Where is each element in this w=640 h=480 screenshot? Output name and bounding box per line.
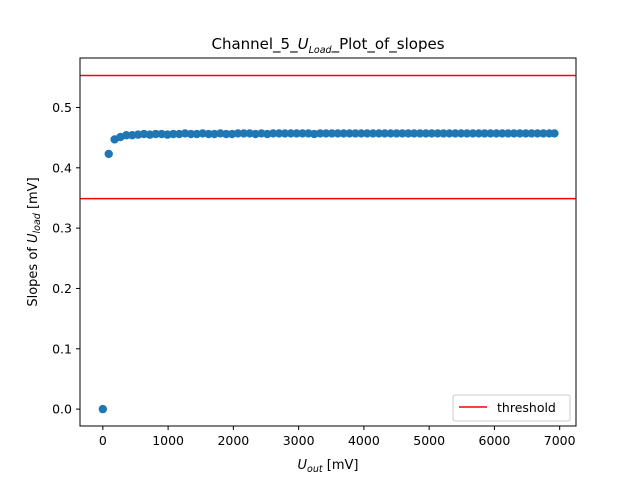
y-tick-label: 0.1 xyxy=(52,341,72,356)
data-point xyxy=(98,404,108,414)
data-point xyxy=(415,129,425,138)
data-point xyxy=(398,129,407,138)
data-point xyxy=(439,129,448,138)
data-point xyxy=(333,129,342,138)
x-tick-label: 0 xyxy=(99,433,107,448)
data-point xyxy=(315,129,325,138)
y-axis-label: Slopes of Uload [mV] xyxy=(26,177,43,306)
data-point xyxy=(386,129,395,138)
data-point xyxy=(527,129,536,138)
data-point xyxy=(380,129,389,138)
data-point xyxy=(239,129,249,138)
data-point xyxy=(486,129,495,138)
data-point xyxy=(480,129,489,138)
data-point xyxy=(186,129,196,139)
x-tick-label: 2000 xyxy=(217,433,249,448)
data-point xyxy=(221,129,231,139)
chart-title: Channel_5_ULoad_Plot_of_slopes xyxy=(211,35,444,56)
data-point xyxy=(362,129,372,138)
data-point xyxy=(368,129,378,138)
data-point xyxy=(503,129,513,138)
data-point xyxy=(292,129,301,138)
y-tick-label: 0.0 xyxy=(52,402,72,417)
x-tick-label: 3000 xyxy=(283,433,315,448)
data-point xyxy=(268,129,278,138)
data-point xyxy=(539,129,548,138)
data-point xyxy=(427,129,436,138)
axes-frame xyxy=(79,57,577,427)
data-point xyxy=(456,129,466,138)
data-point xyxy=(521,129,530,138)
data-point xyxy=(509,129,519,138)
data-point xyxy=(357,129,366,138)
x-tick-label: 5000 xyxy=(413,433,445,448)
data-point xyxy=(233,129,243,138)
data-point xyxy=(204,129,213,139)
data-point xyxy=(498,129,507,138)
data-point xyxy=(321,129,331,138)
data-point xyxy=(345,129,354,138)
legend-label-threshold: threshold xyxy=(497,400,556,415)
data-point xyxy=(339,129,348,138)
legend-box xyxy=(452,394,571,422)
x-axis-label: Uout [mV] xyxy=(298,458,359,475)
data-point xyxy=(392,129,401,138)
data-point xyxy=(409,129,419,138)
x-tick-label: 6000 xyxy=(479,433,511,448)
data-point xyxy=(351,129,360,138)
y-tick-label: 0.3 xyxy=(52,221,72,236)
data-point xyxy=(451,129,460,138)
data-point xyxy=(286,129,295,138)
data-point xyxy=(533,129,542,138)
y-tick-label: 0.2 xyxy=(52,281,72,296)
data-point xyxy=(468,129,478,138)
data-point xyxy=(327,129,337,138)
data-point xyxy=(274,129,284,138)
legend: threshold xyxy=(452,394,571,422)
y-tick-label: 0.5 xyxy=(52,100,72,115)
x-tick-label: 1000 xyxy=(152,433,184,448)
data-point xyxy=(104,149,113,159)
data-point xyxy=(298,129,307,138)
data-point xyxy=(404,129,413,138)
data-point xyxy=(445,129,454,138)
data-point xyxy=(374,129,384,138)
data-point xyxy=(169,129,178,139)
y-tick-label: 0.4 xyxy=(52,160,72,175)
data-point xyxy=(122,131,131,140)
data-point xyxy=(433,129,442,138)
x-tick-label: 4000 xyxy=(348,433,380,448)
data-point xyxy=(421,129,431,138)
data-point xyxy=(151,129,160,139)
data-point xyxy=(515,129,525,138)
data-point xyxy=(492,129,501,138)
data-point xyxy=(462,129,472,138)
data-point xyxy=(474,129,483,138)
plot-area: 0 1000 2000 3000 4000 5000 6000 7000 0.0 0.1 0.2 0.… xyxy=(52,57,577,448)
x-tick-label: 7000 xyxy=(544,433,576,448)
data-point xyxy=(280,129,290,138)
data-point xyxy=(550,129,559,138)
